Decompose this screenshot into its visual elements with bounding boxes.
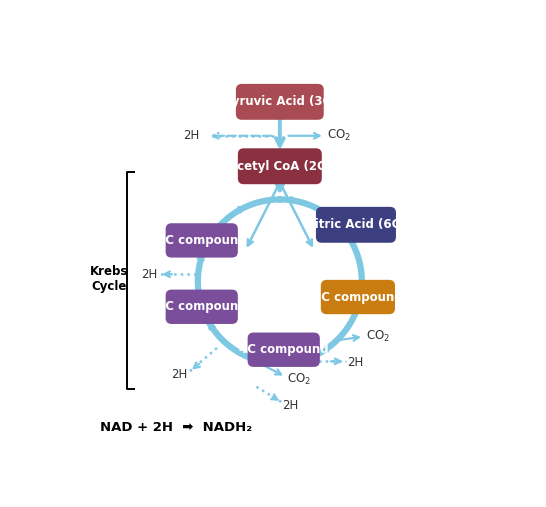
Text: NAD + 2H  ➡  NADH₂: NAD + 2H ➡ NADH₂ (100, 421, 252, 434)
Text: 4C compound: 4C compound (157, 234, 247, 247)
Text: CO$_2$: CO$_2$ (287, 372, 311, 387)
Text: Acetyl CoA (2C): Acetyl CoA (2C) (228, 160, 331, 173)
Text: 4C compound: 4C compound (239, 343, 329, 356)
Text: Krebs
Cycle: Krebs Cycle (90, 266, 128, 294)
FancyBboxPatch shape (248, 333, 320, 367)
FancyBboxPatch shape (165, 223, 238, 258)
Text: 2H: 2H (283, 399, 299, 412)
FancyBboxPatch shape (321, 280, 395, 314)
Text: CO$_2$: CO$_2$ (327, 128, 351, 143)
FancyBboxPatch shape (236, 84, 324, 120)
FancyBboxPatch shape (316, 207, 396, 243)
FancyBboxPatch shape (238, 148, 322, 184)
Text: Citric Acid (6C): Citric Acid (6C) (306, 219, 406, 231)
Text: Pyruvic Acid (3C): Pyruvic Acid (3C) (223, 95, 337, 108)
Text: 5C compound: 5C compound (313, 291, 403, 304)
Text: 2H: 2H (141, 268, 157, 281)
Text: 2H: 2H (183, 129, 200, 142)
Text: 2H: 2H (171, 368, 187, 381)
Text: 2H: 2H (348, 355, 364, 369)
FancyBboxPatch shape (165, 289, 238, 324)
Text: 4C compound: 4C compound (157, 300, 247, 313)
Text: CO$_2$: CO$_2$ (366, 329, 390, 344)
